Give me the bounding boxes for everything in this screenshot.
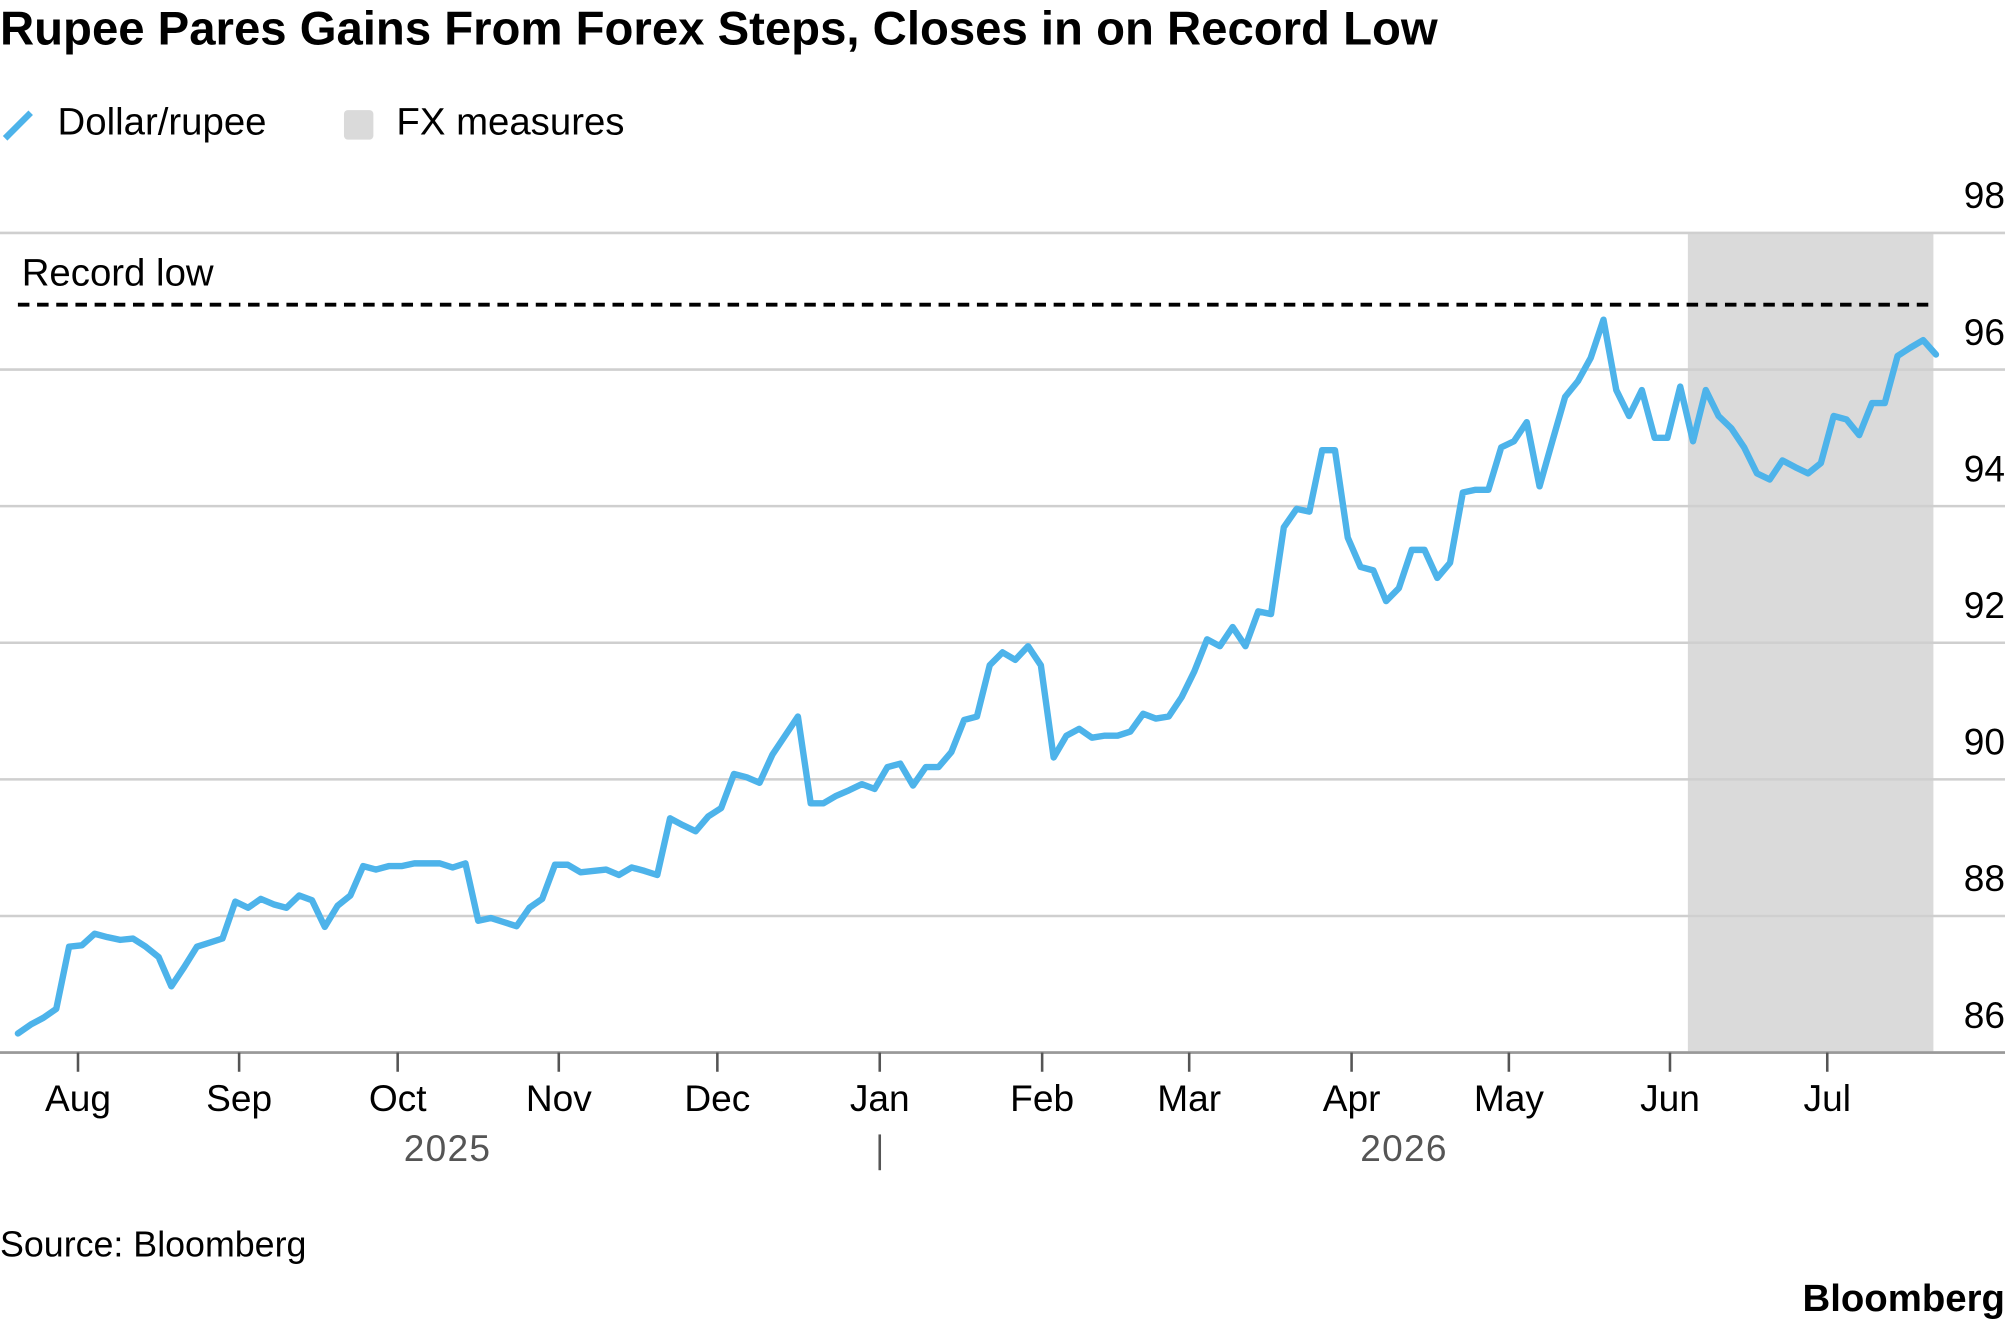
y-tick-label: 92: [1964, 584, 2005, 626]
x-tick-label: Sep: [206, 1077, 272, 1119]
x-tick-label: Nov: [526, 1077, 592, 1119]
x-tick-label: Jan: [850, 1077, 910, 1119]
y-tick-label: 86: [1964, 994, 2005, 1036]
year-label: 2025: [404, 1127, 492, 1169]
y-tick-label: 98: [1964, 174, 2005, 216]
reference-label: Record low: [22, 251, 214, 294]
source: Source: Bloomberg: [0, 1224, 306, 1264]
x-tick-label: Apr: [1323, 1077, 1381, 1119]
x-tick-label: Jun: [1640, 1077, 1700, 1119]
y-tick-label: 88: [1964, 857, 2005, 899]
data-line: [14, 316, 1940, 1037]
chart-title: Rupee Pares Gains From Forex Steps, Clos…: [0, 3, 1438, 56]
legend-line-icon: [2, 110, 33, 141]
legend-label: Dollar/rupee: [58, 100, 267, 143]
x-tick-label: Feb: [1010, 1077, 1074, 1119]
x-tick-label: Jul: [1804, 1077, 1851, 1119]
x-tick-label: Dec: [684, 1077, 750, 1119]
brand: Bloomberg: [1803, 1277, 2005, 1320]
y-tick-label: 96: [1964, 311, 2005, 353]
legend-shade-icon: [343, 110, 374, 140]
year-label: 2026: [1360, 1127, 1448, 1169]
x-tick-label: May: [1474, 1077, 1545, 1119]
legend: Dollar/rupee FX measures: [2, 100, 625, 143]
x-tick-label: Aug: [45, 1077, 111, 1119]
legend-label: FX measures: [396, 100, 624, 143]
x-tick-label: Mar: [1157, 1077, 1221, 1119]
x-tick-label: Oct: [369, 1077, 427, 1119]
y-tick-label: 94: [1964, 447, 2005, 489]
y-tick-label: 90: [1964, 721, 2005, 763]
